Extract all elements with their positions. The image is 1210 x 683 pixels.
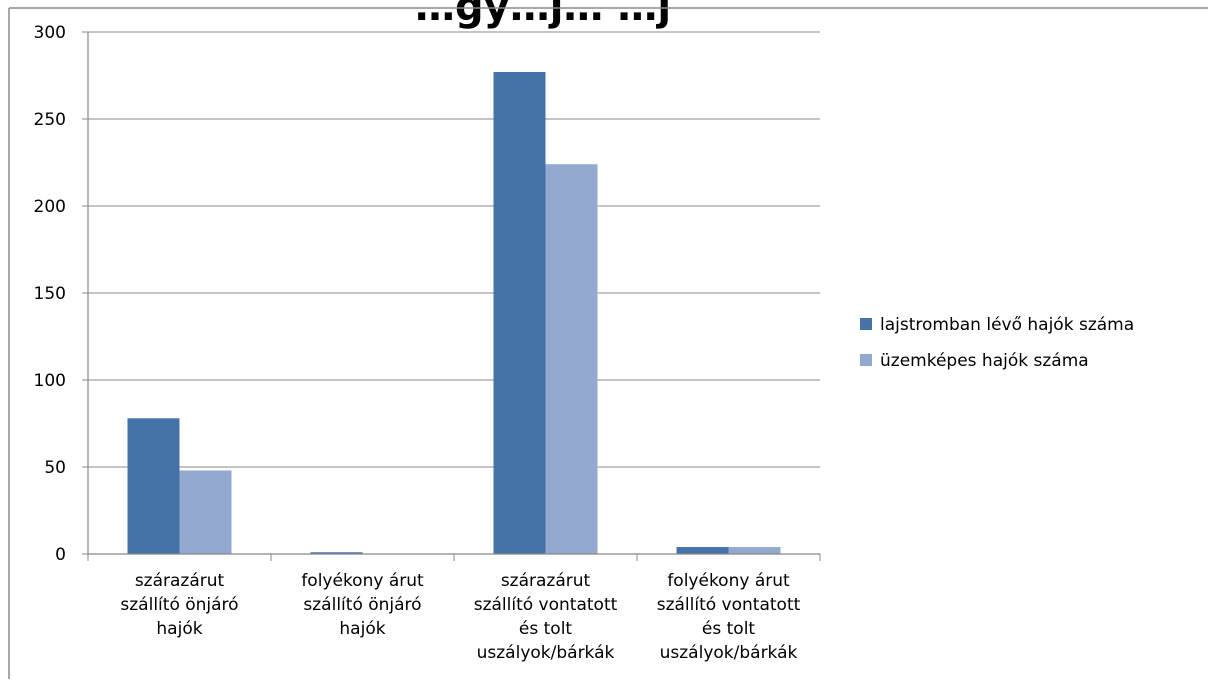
- x-category-label: szárazárut: [135, 571, 225, 591]
- x-category-label: hajók: [339, 619, 385, 639]
- bar-registered: [127, 418, 180, 554]
- x-category-label: szállító önjáró: [120, 595, 238, 615]
- x-category-label: szállító vontatott: [657, 595, 801, 615]
- x-category-label: és tolt: [702, 619, 756, 639]
- x-category-label: szállító önjáró: [303, 595, 421, 615]
- x-category-label: uszályok/bárkák: [660, 643, 798, 663]
- legend-label: lajstromban lévő hajók száma: [880, 315, 1134, 335]
- y-tick-label: 150: [34, 284, 66, 304]
- legend-swatch: [860, 318, 872, 330]
- bars: [127, 72, 781, 555]
- bar-registered: [676, 547, 729, 554]
- x-category-label: és tolt: [519, 619, 573, 639]
- bar-registered: [310, 552, 363, 554]
- x-category-labels: szárazárut szállító önjáró hajók folyékony …: [120, 571, 800, 663]
- y-tick-label: 100: [34, 371, 66, 391]
- x-category-label: szállító vontatott: [474, 595, 618, 615]
- y-tick-label: 200: [34, 197, 66, 217]
- axes: [82, 31, 821, 561]
- bar-operational: [179, 470, 232, 554]
- x-category-label: folyékony árut: [667, 571, 790, 591]
- x-category-label: folyékony árut: [301, 571, 424, 591]
- x-category-label: hajók: [156, 619, 202, 639]
- gridlines: [88, 31, 820, 468]
- x-category-label: uszályok/bárkák: [477, 643, 615, 663]
- x-category-label: szárazárut: [501, 571, 591, 591]
- legend: lajstromban lévő hajók száma üzemképes ha…: [860, 315, 1134, 371]
- bar-registered: [493, 72, 546, 555]
- y-tick-labels: 0 50 100 150 200 250 300: [34, 23, 66, 565]
- y-tick-label: 0: [55, 545, 66, 565]
- bar-operational: [728, 547, 781, 554]
- y-tick-label: 250: [34, 110, 66, 130]
- legend-swatch: [860, 354, 872, 366]
- y-tick-label: 50: [44, 458, 66, 478]
- legend-label: üzemképes hajók száma: [880, 351, 1089, 371]
- chart-title: …gy…j… …j: [415, 0, 671, 30]
- y-tick-label: 300: [34, 23, 66, 43]
- bar-operational: [545, 164, 598, 555]
